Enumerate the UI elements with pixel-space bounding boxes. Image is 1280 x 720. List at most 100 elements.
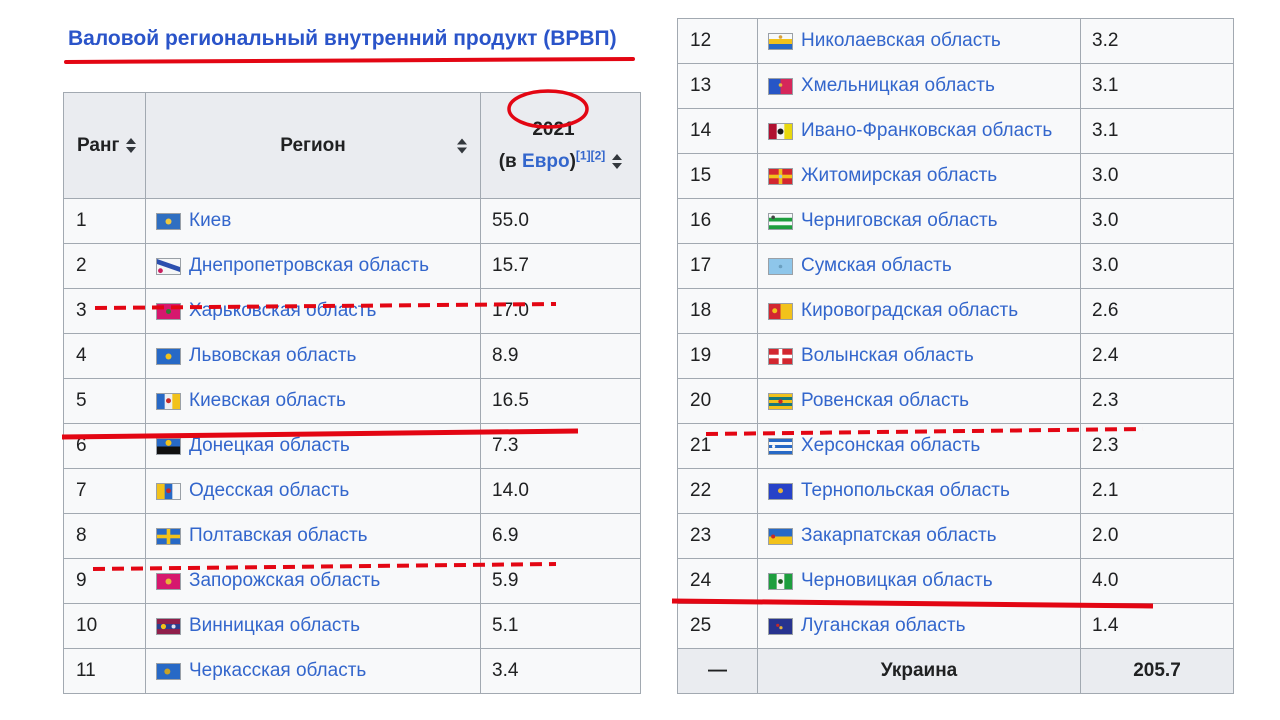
region-link[interactable]: Одесская область: [189, 480, 350, 501]
region-link[interactable]: Днепропетровская область: [189, 255, 430, 276]
region-cell: Днепропетровская область: [145, 243, 481, 289]
sort-icon[interactable]: [457, 138, 467, 153]
region-link[interactable]: Ивано-Франковская область: [801, 120, 1053, 141]
region-link[interactable]: Киев: [189, 210, 232, 231]
rank-cell: 25: [677, 603, 758, 649]
total-rank-cell: —: [677, 648, 758, 694]
value-cell: 1.4: [1080, 603, 1234, 649]
page-title[interactable]: Валовой региональный внутренний продукт …: [68, 27, 617, 50]
reference-link-2[interactable]: [2]: [590, 148, 606, 163]
value-cell: 16.5: [480, 378, 641, 424]
region-flag-icon: [768, 122, 793, 140]
region-cell: Ивано-Франковская область: [757, 108, 1081, 154]
region-cell: Херсонская область: [757, 423, 1081, 469]
value-cell: 8.9: [480, 333, 641, 379]
region-link[interactable]: Донецкая область: [189, 435, 350, 456]
total-region-cell: Украина: [757, 648, 1081, 694]
region-link[interactable]: Закарпатская область: [801, 525, 997, 546]
table-row: 15 Житомирская область 3.0: [677, 153, 1234, 199]
region-link[interactable]: Ровенская область: [801, 390, 970, 411]
total-value-cell: 205.7: [1080, 648, 1234, 694]
gdp-table-right: 12 Николаевская область 3.2 13 Хмельницкая о…: [677, 18, 1234, 694]
region-cell: Волынская область: [757, 333, 1081, 379]
value-cell: 3.4: [480, 648, 641, 694]
region-link[interactable]: Кировоградская область: [801, 300, 1019, 321]
rank-cell: 24: [677, 558, 758, 604]
sort-icon[interactable]: [612, 154, 623, 169]
region-link[interactable]: Сумская область: [801, 255, 952, 276]
region-flag-icon: [156, 437, 181, 455]
value-cell: 2.3: [1080, 378, 1234, 424]
region-link[interactable]: Черкасская область: [189, 660, 367, 681]
value-cell: 3.0: [1080, 198, 1234, 244]
table-row: 17 Сумская область 3.0: [677, 243, 1234, 289]
region-flag-icon: [768, 392, 793, 410]
region-flag-icon: [768, 167, 793, 185]
value-cell: 3.1: [1080, 63, 1234, 109]
region-cell: Львовская область: [145, 333, 481, 379]
region-link[interactable]: Киевская область: [189, 390, 346, 411]
region-link[interactable]: Львовская область: [189, 345, 357, 366]
rank-cell: 20: [677, 378, 758, 424]
region-column-header[interactable]: Регион: [145, 92, 481, 199]
value-cell: 2.4: [1080, 333, 1234, 379]
region-flag-icon: [768, 32, 793, 50]
table-row: 3 Харьковская область 17.0: [63, 288, 641, 334]
sort-icon[interactable]: [126, 138, 137, 153]
value-cell: 3.0: [1080, 153, 1234, 199]
region-link[interactable]: Черновицкая область: [801, 570, 993, 591]
region-link[interactable]: Луганская область: [801, 615, 966, 636]
region-link[interactable]: Харьковская область: [189, 300, 377, 321]
table-row: 11 Черкасская область 3.4: [63, 648, 641, 694]
region-flag-icon: [156, 617, 181, 635]
region-cell: Хмельницкая область: [757, 63, 1081, 109]
region-cell: Киевская область: [145, 378, 481, 424]
region-link[interactable]: Полтавская область: [189, 525, 368, 546]
table-row: 10 Винницкая область 5.1: [63, 603, 641, 649]
reference-link-1[interactable]: [1]: [575, 148, 591, 163]
region-flag-icon: [156, 392, 181, 410]
region-link[interactable]: Николаевская область: [801, 30, 1001, 51]
rank-cell: 17: [677, 243, 758, 289]
table-row: 24 Черновицкая область 4.0: [677, 558, 1234, 604]
region-link[interactable]: Запорожская область: [189, 570, 381, 591]
region-cell: Харьковская область: [145, 288, 481, 334]
rank-header-label: Ранг: [77, 134, 120, 156]
region-link[interactable]: Волынская область: [801, 345, 974, 366]
euro-link[interactable]: Евро: [522, 150, 570, 172]
region-cell: Запорожская область: [145, 558, 481, 604]
rank-column-header[interactable]: Ранг: [63, 92, 146, 199]
unit-label: (в Евро)[1][2]: [498, 148, 606, 172]
region-flag-icon: [768, 212, 793, 230]
region-flag-icon: [156, 572, 181, 590]
region-link[interactable]: Житомирская область: [801, 165, 998, 186]
region-flag-icon: [768, 347, 793, 365]
table-row: 7 Одесская область 14.0: [63, 468, 641, 514]
table-row: 13 Хмельницкая область 3.1: [677, 63, 1234, 109]
region-cell: Житомирская область: [757, 153, 1081, 199]
year-column-header[interactable]: 2021 (в Евро)[1][2]: [480, 92, 641, 199]
region-cell: Сумская область: [757, 243, 1081, 289]
year-label: 2021: [532, 118, 575, 140]
rank-cell: 10: [63, 603, 146, 649]
value-cell: 55.0: [480, 198, 641, 244]
rank-cell: 13: [677, 63, 758, 109]
region-link[interactable]: Винницкая область: [189, 615, 360, 636]
table-row: 12 Николаевская область 3.2: [677, 18, 1234, 64]
region-link[interactable]: Тернопольская область: [801, 480, 1010, 501]
value-cell: 2.1: [1080, 468, 1234, 514]
rank-cell: 22: [677, 468, 758, 514]
region-link[interactable]: Черниговская область: [801, 210, 998, 231]
region-flag-icon: [768, 482, 793, 500]
region-link[interactable]: Херсонская область: [801, 435, 981, 456]
region-cell: Черкасская область: [145, 648, 481, 694]
table-row: 4 Львовская область 8.9: [63, 333, 641, 379]
region-link[interactable]: Хмельницкая область: [801, 75, 995, 96]
rank-cell: 18: [677, 288, 758, 334]
region-flag-icon: [768, 572, 793, 590]
total-row: — Украина 205.7: [677, 648, 1234, 694]
region-cell: Николаевская область: [757, 18, 1081, 64]
rank-cell: 1: [63, 198, 146, 244]
table-row: 14 Ивано-Франковская область 3.1: [677, 108, 1234, 154]
region-cell: Черновицкая область: [757, 558, 1081, 604]
